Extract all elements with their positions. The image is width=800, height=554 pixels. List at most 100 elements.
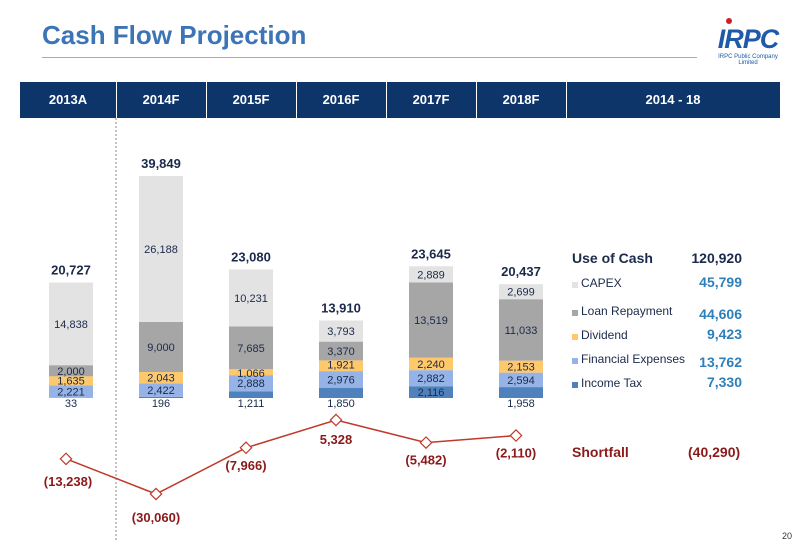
value-label-income-tax-2014f: 196 [152, 398, 170, 410]
legend-value: 13,762 [699, 354, 742, 370]
logo-subtitle: IRPC Public Company Limited [718, 54, 778, 66]
value-label-income-tax-2017f: 2,116 [418, 387, 445, 399]
irpc-logo: IRPC IRPC Public Company Limited [708, 16, 788, 66]
logo-dot-icon [726, 18, 732, 24]
bar-financial-expenses-2017f [409, 370, 453, 387]
bar-capex-2016f [319, 320, 363, 342]
header-divider [386, 82, 387, 118]
shortfall-label-2017f: (5,482) [405, 453, 446, 468]
bar-capex-2013a [49, 282, 93, 366]
shortfall-marker-2017f [419, 436, 433, 450]
bar-dividend-2015f [229, 369, 273, 376]
shortfall-marker-2014f [149, 487, 163, 501]
bar-loan-repayment-2016f [319, 341, 363, 361]
shortfall-label-2015f: (7,966) [225, 458, 266, 473]
legend-label: Dividend [581, 328, 628, 342]
financial-expenses-swatch [572, 358, 578, 364]
shortfall-label-2018f: (2,110) [496, 446, 536, 461]
value-label-loan-repayment-2016f: 3,370 [327, 346, 355, 358]
value-label-dividend-2018f: 2,153 [507, 362, 535, 374]
page-title: Cash Flow Projection [42, 20, 307, 50]
shortfall-marker-2015f [239, 441, 253, 455]
legend-label: Financial Expenses [581, 352, 686, 366]
value-label-income-tax-2016f: 1,850 [327, 398, 355, 410]
value-label-income-tax-2018f: 1,958 [507, 398, 535, 410]
bar-dividend-2017f [409, 357, 453, 371]
bar-loan-repayment-2015f [229, 326, 273, 370]
bar-capex-2018f [499, 284, 543, 300]
value-label-income-tax-2013a: 33 [65, 398, 77, 410]
total-label-2018f: 20,437 [501, 264, 541, 279]
header-divider [566, 82, 567, 118]
legend-heading: Use of Cash [572, 250, 653, 266]
legend-item-financial-expenses: Financial Expenses 13,762 [572, 352, 748, 372]
bar-capex-2017f [409, 266, 453, 283]
total-label-2015f: 23,080 [231, 249, 271, 264]
bar-financial-expenses-2018f [499, 372, 543, 388]
shortfall-line [65, 419, 517, 495]
shortfall-line-series: (13,238) (30,060) (7,966) 5,328 (5,482) (2,11… [44, 413, 536, 525]
header-2015f: 2015F [232, 92, 270, 107]
header-2017f: 2017F [412, 92, 450, 107]
legend-value: 7,330 [706, 374, 742, 390]
legend-value: 44,606 [699, 306, 742, 322]
bar-income-tax-2016f [319, 387, 363, 398]
value-label-capex-2014f: 26,188 [144, 244, 178, 256]
shortfall-label-2016f: 5,328 [320, 432, 353, 447]
value-label-financial-expenses-2018f: 2,594 [507, 375, 535, 387]
value-label-capex-2015f: 10,231 [234, 293, 268, 305]
shortfall-summary-value: (40,290) [688, 444, 741, 460]
legend-total: 120,920 [691, 250, 742, 266]
legend-label: Income Tax [581, 376, 643, 390]
shortfall-label-2014f: (30,060) [132, 510, 180, 525]
bar-income-tax-2018f [499, 387, 543, 398]
bar-dividend-2014f [139, 372, 183, 384]
year-header-bar: 2013A 2014F 2015F 2016F 2017F 2018F 2014… [20, 82, 780, 118]
bar-financial-expenses-2015f [229, 375, 273, 392]
header-2014-18: 2014 - 18 [645, 92, 701, 107]
value-label-financial-expenses-2016f: 2,976 [327, 374, 355, 386]
value-label-capex-2017f: 2,889 [417, 269, 445, 281]
shortfall-summary-label: Shortfall [572, 444, 629, 460]
value-label-dividend-2014f: 2,043 [147, 373, 175, 385]
shortfall-marker-2018f [509, 429, 523, 443]
legend-item-loan-repayment: Loan Repayment 44,606 [572, 304, 748, 324]
bar-income-tax-2014f [139, 396, 183, 398]
value-label-loan-repayment-2013a: 2,000 [57, 366, 85, 378]
value-label-capex-2016f: 3,793 [327, 326, 355, 338]
value-label-dividend-2016f: 1,921 [327, 359, 355, 371]
header-2013a: 2013A [48, 92, 88, 107]
bar-income-tax-2015f [229, 391, 273, 398]
total-label-2014f: 39,849 [141, 156, 181, 171]
capex-swatch [572, 282, 578, 288]
header-2014f: 2014F [142, 92, 180, 107]
logo-wordmark: IRPC [717, 24, 780, 54]
bar-loan-repayment-2018f [499, 299, 543, 361]
total-label-2016f: 13,910 [321, 301, 361, 316]
bar-loan-repayment-2017f [409, 282, 453, 358]
bar-financial-expenses-2013a [49, 385, 93, 398]
value-label-loan-repayment-2018f: 11,033 [505, 325, 538, 337]
value-label-dividend-2017f: 2,240 [417, 359, 445, 371]
value-label-dividend-2015f: 1,066 [237, 368, 265, 380]
shortfall-label-2013a: (13,238) [44, 474, 92, 489]
header-divider [476, 82, 477, 118]
total-label-2013a: 20,727 [51, 263, 91, 278]
income-tax-swatch [572, 382, 578, 388]
bar-financial-expenses-2014f [139, 383, 183, 397]
value-label-capex-2013a: 14,838 [54, 319, 88, 331]
value-label-loan-repayment-2015f: 7,685 [237, 343, 265, 355]
value-label-financial-expenses-2013a: 2,221 [57, 387, 85, 399]
shortfall-marker-2016f [329, 413, 343, 427]
bar-dividend-2018f [499, 360, 543, 373]
bar-dividend-2013a [49, 376, 93, 386]
value-label-financial-expenses-2015f: 2,888 [237, 378, 265, 390]
legend-value: 9,423 [706, 326, 742, 342]
title-rule [42, 57, 697, 58]
value-label-loan-repayment-2014f: 9,000 [147, 342, 175, 354]
header-2018f: 2018F [502, 92, 540, 107]
header-2016f: 2016F [322, 92, 360, 107]
bar-loan-repayment-2014f [139, 321, 183, 373]
